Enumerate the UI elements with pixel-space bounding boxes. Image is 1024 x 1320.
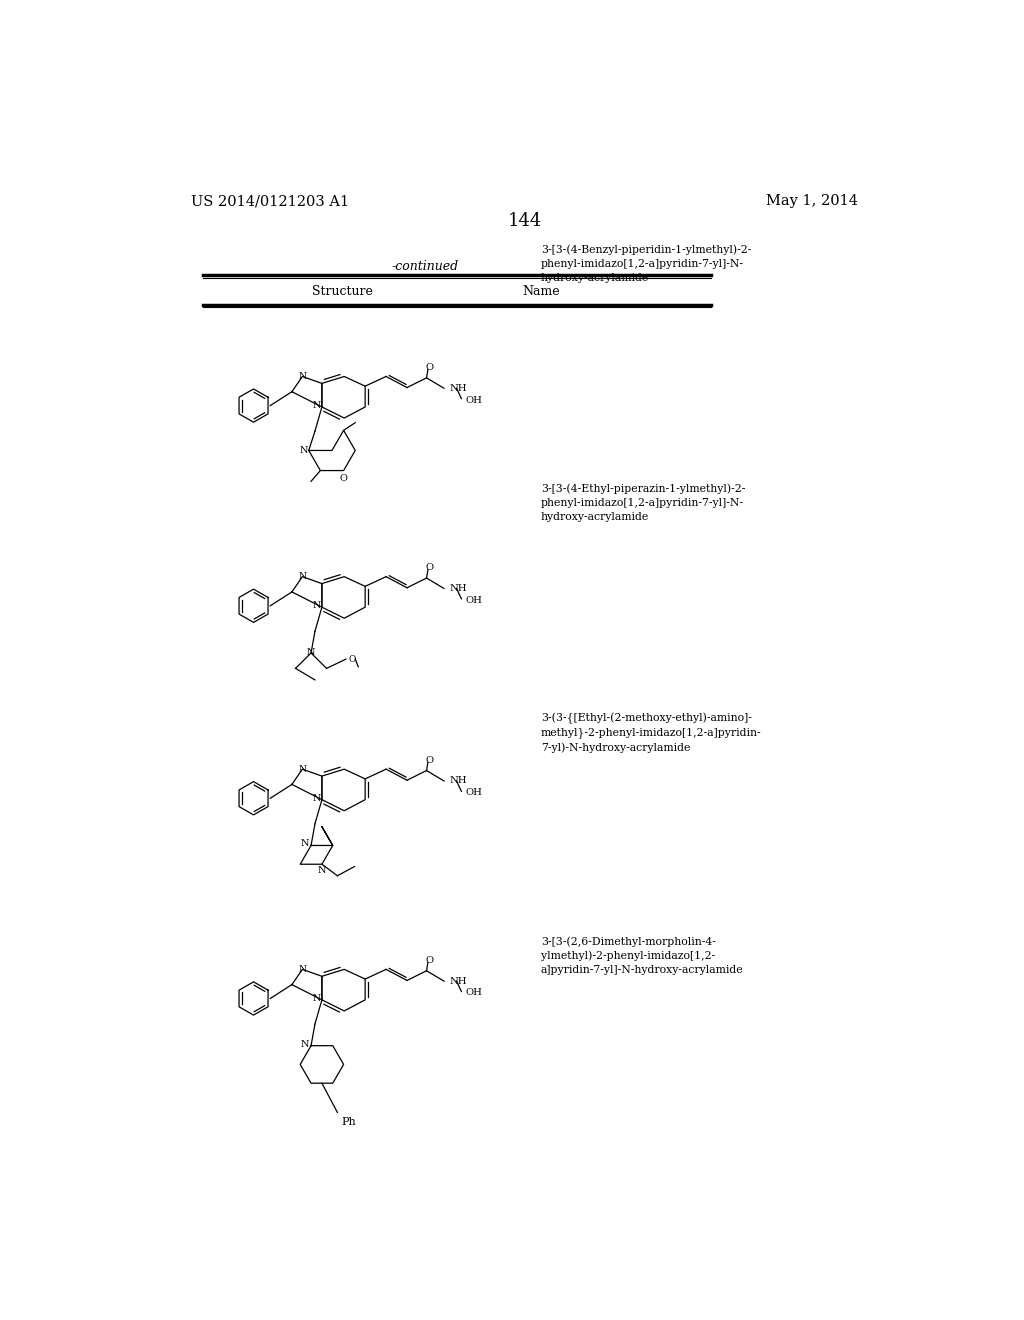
Text: OH: OH	[466, 595, 482, 605]
Text: N: N	[298, 965, 306, 974]
Text: Structure: Structure	[312, 285, 373, 298]
Text: US 2014/0121203 A1: US 2014/0121203 A1	[191, 194, 349, 209]
Text: May 1, 2014: May 1, 2014	[766, 194, 858, 209]
Text: N: N	[298, 764, 306, 774]
Text: O: O	[340, 474, 347, 483]
Text: N: N	[301, 840, 309, 849]
Text: NH: NH	[450, 776, 467, 785]
Text: 3-(3-{[Ethyl-(2-methoxy-ethyl)-amino]-
methyl}-2-phenyl-imidazo[1,2-a]pyridin-
7: 3-(3-{[Ethyl-(2-methoxy-ethyl)-amino]- m…	[541, 713, 761, 754]
Text: NH: NH	[450, 583, 467, 593]
Text: -continued: -continued	[392, 260, 459, 273]
Text: N: N	[312, 793, 321, 803]
Text: O: O	[425, 956, 433, 965]
Text: N: N	[300, 446, 308, 455]
Text: OH: OH	[466, 989, 482, 998]
Text: N: N	[312, 994, 321, 1003]
Text: N: N	[298, 572, 306, 581]
Text: OH: OH	[466, 788, 482, 797]
Text: Name: Name	[522, 285, 559, 298]
Text: N: N	[298, 372, 306, 381]
Text: NH: NH	[450, 977, 467, 986]
Text: Ph: Ph	[341, 1117, 356, 1127]
Text: N: N	[317, 866, 327, 875]
Text: N: N	[312, 602, 321, 610]
Text: N: N	[312, 401, 321, 411]
Text: O: O	[425, 755, 433, 764]
Text: O: O	[348, 655, 355, 664]
Text: OH: OH	[466, 396, 482, 404]
Text: 3-[3-(4-Ethyl-piperazin-1-ylmethyl)-2-
phenyl-imidazo[1,2-a]pyridin-7-yl]-N-
hyd: 3-[3-(4-Ethyl-piperazin-1-ylmethyl)-2- p…	[541, 483, 745, 523]
Text: N: N	[301, 1040, 309, 1048]
Text: 144: 144	[508, 213, 542, 231]
Text: NH: NH	[450, 384, 467, 393]
Text: O: O	[425, 564, 433, 572]
Text: N: N	[307, 648, 315, 657]
Text: O: O	[425, 363, 433, 372]
Text: 3-[3-(2,6-Dimethyl-morpholin-4-
ylmethyl)-2-phenyl-imidazo[1,2-
a]pyridin-7-yl]-: 3-[3-(2,6-Dimethyl-morpholin-4- ylmethyl…	[541, 936, 743, 975]
Text: 3-[3-(4-Benzyl-piperidin-1-ylmethyl)-2-
phenyl-imidazo[1,2-a]pyridin-7-yl]-N-
hy: 3-[3-(4-Benzyl-piperidin-1-ylmethyl)-2- …	[541, 244, 751, 284]
